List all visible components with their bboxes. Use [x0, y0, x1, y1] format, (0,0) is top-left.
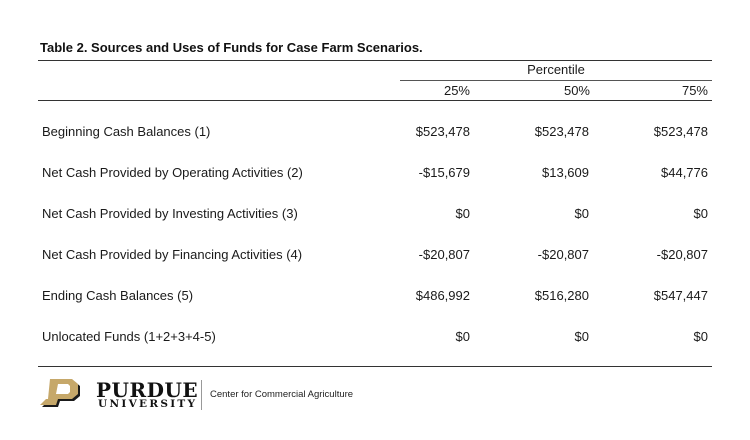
- cell-50: $0: [574, 206, 589, 221]
- row-label: Net Cash Provided by Financing Activitie…: [42, 247, 303, 262]
- cell-75: -$20,807: [656, 247, 708, 262]
- cell-75: $0: [693, 206, 708, 221]
- table-row: Ending Cash Balances (5) $486,992 $516,2…: [0, 288, 750, 308]
- cell-75: $523,478: [653, 124, 708, 139]
- row-label: Ending Cash Balances (5): [42, 288, 194, 303]
- table-top-rule: [38, 60, 712, 61]
- cell-75: $44,776: [661, 165, 708, 180]
- table-row: Beginning Cash Balances (1) $523,478 $52…: [0, 124, 750, 144]
- cell-50: $516,280: [534, 288, 589, 303]
- center-name: Center for Commercial Agriculture: [210, 389, 354, 400]
- footer-branding: PURDUE UNIVERSITY Center for Commercial …: [38, 376, 638, 416]
- table-row: Unlocated Funds (1+2+3+4-5) $0 $0 $0: [0, 329, 750, 349]
- cell-25: $523,478: [415, 124, 470, 139]
- table-row: Net Cash Provided by Financing Activitie…: [0, 247, 750, 267]
- table-row: Net Cash Provided by Investing Activitie…: [0, 206, 750, 226]
- percentile-group-header: Percentile: [527, 62, 585, 77]
- purdue-p-logo-icon: [40, 379, 80, 407]
- column-header-25: 25%: [443, 83, 470, 98]
- cell-75: $0: [693, 329, 708, 344]
- cell-50: $13,609: [542, 165, 589, 180]
- table-row: Net Cash Provided by Operating Activitie…: [0, 165, 750, 185]
- cell-25: $0: [455, 206, 470, 221]
- row-label: Unlocated Funds (1+2+3+4-5): [42, 329, 216, 344]
- row-label: Net Cash Provided by Operating Activitie…: [42, 165, 303, 180]
- row-label: Net Cash Provided by Investing Activitie…: [42, 206, 298, 221]
- cell-25: -$20,807: [418, 247, 470, 262]
- brand-subtitle: UNIVERSITY: [98, 398, 198, 410]
- header-bottom-rule: [38, 100, 712, 101]
- cell-50: $0: [574, 329, 589, 344]
- cell-50: $523,478: [534, 124, 589, 139]
- brand-name: PURDUE: [96, 378, 199, 402]
- cell-50: -$20,807: [537, 247, 589, 262]
- footer-divider: [201, 380, 202, 410]
- column-header-50: 50%: [563, 83, 590, 98]
- table-bottom-rule: [38, 366, 712, 367]
- group-header-underline: [400, 80, 712, 81]
- column-header-75: 75%: [681, 83, 708, 98]
- row-label: Beginning Cash Balances (1): [42, 124, 211, 139]
- cell-25: -$15,679: [418, 165, 470, 180]
- table-title: Table 2. Sources and Uses of Funds for C…: [40, 40, 423, 55]
- cell-25: $0: [455, 329, 470, 344]
- cell-25: $486,992: [415, 288, 470, 303]
- cell-75: $547,447: [653, 288, 708, 303]
